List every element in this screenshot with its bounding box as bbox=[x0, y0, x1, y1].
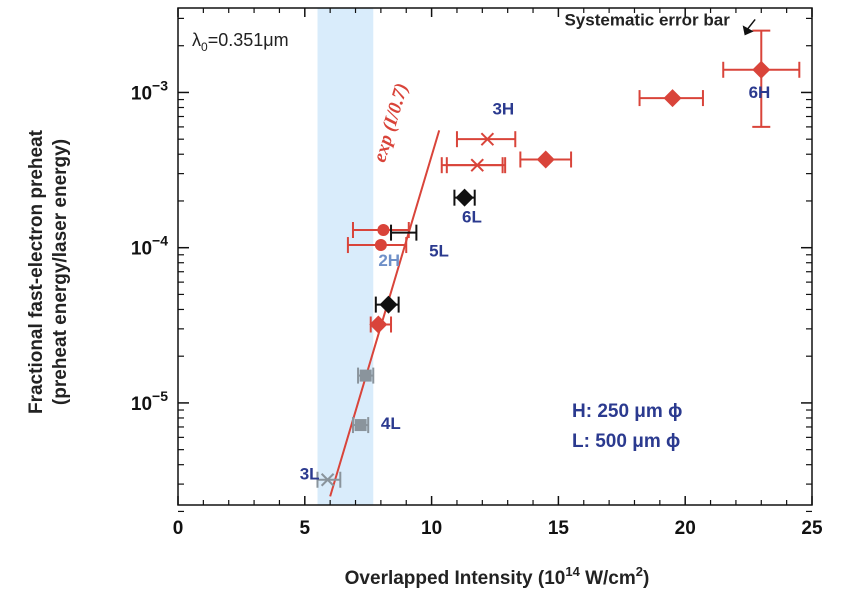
legend-line-l: L: 500 μm ϕ bbox=[572, 431, 680, 452]
x-marker bbox=[320, 473, 335, 487]
y-axis-title-line1: Fractional fast-electron preheat bbox=[26, 129, 47, 414]
y-axis-title-line2: (preheat energy/laser energy) bbox=[50, 139, 71, 405]
diamond-marker bbox=[455, 188, 474, 207]
diamond-marker bbox=[369, 315, 388, 334]
point-label: 4L bbox=[381, 414, 401, 433]
point-label: 3H bbox=[492, 100, 514, 119]
point-label: 3L bbox=[300, 465, 320, 484]
y-tick-label: 10−4 bbox=[131, 233, 168, 260]
diamond-marker bbox=[536, 150, 555, 169]
circle-marker bbox=[374, 239, 387, 252]
x-marker bbox=[480, 132, 495, 146]
annotation-text: Systematic error bar bbox=[564, 10, 730, 29]
y-tick-label: 10−5 bbox=[131, 388, 168, 415]
x-tick-label: 5 bbox=[300, 518, 311, 539]
square-marker bbox=[359, 369, 372, 382]
wavelength-label: λ0=0.351μm bbox=[192, 30, 289, 54]
y-tick-label: 10−3 bbox=[131, 77, 168, 104]
fit-line-layer bbox=[329, 130, 441, 497]
diamond-marker bbox=[663, 89, 682, 108]
plot-frame bbox=[177, 7, 813, 506]
data-points-layer bbox=[316, 29, 801, 488]
x-tick-label: 0 bbox=[173, 518, 184, 539]
circle-marker bbox=[377, 224, 390, 237]
point-label: 6L bbox=[462, 208, 482, 227]
fit-line bbox=[329, 130, 441, 497]
axis-tick-layer bbox=[177, 8, 813, 513]
diamond-marker bbox=[752, 60, 771, 79]
point-label: 5L bbox=[429, 241, 449, 260]
annotation-arrow-head bbox=[742, 25, 754, 36]
x-axis-title: Overlapped Intensity (1014 W/cm2) bbox=[345, 564, 650, 589]
x-tick-label: 15 bbox=[548, 518, 570, 539]
x-tick-label: 20 bbox=[675, 518, 696, 539]
x-tick-label: 10 bbox=[421, 518, 442, 539]
square-marker bbox=[354, 419, 367, 432]
point-label: 6H bbox=[749, 83, 771, 102]
legend-line-h: H: 250 μm ϕ bbox=[572, 401, 682, 422]
diamond-marker bbox=[379, 295, 398, 314]
legend: H: 250 μm ϕ L: 500 μm ϕ bbox=[572, 401, 682, 452]
point-label: 2H bbox=[378, 251, 400, 270]
x-tick-label: 25 bbox=[801, 518, 823, 539]
